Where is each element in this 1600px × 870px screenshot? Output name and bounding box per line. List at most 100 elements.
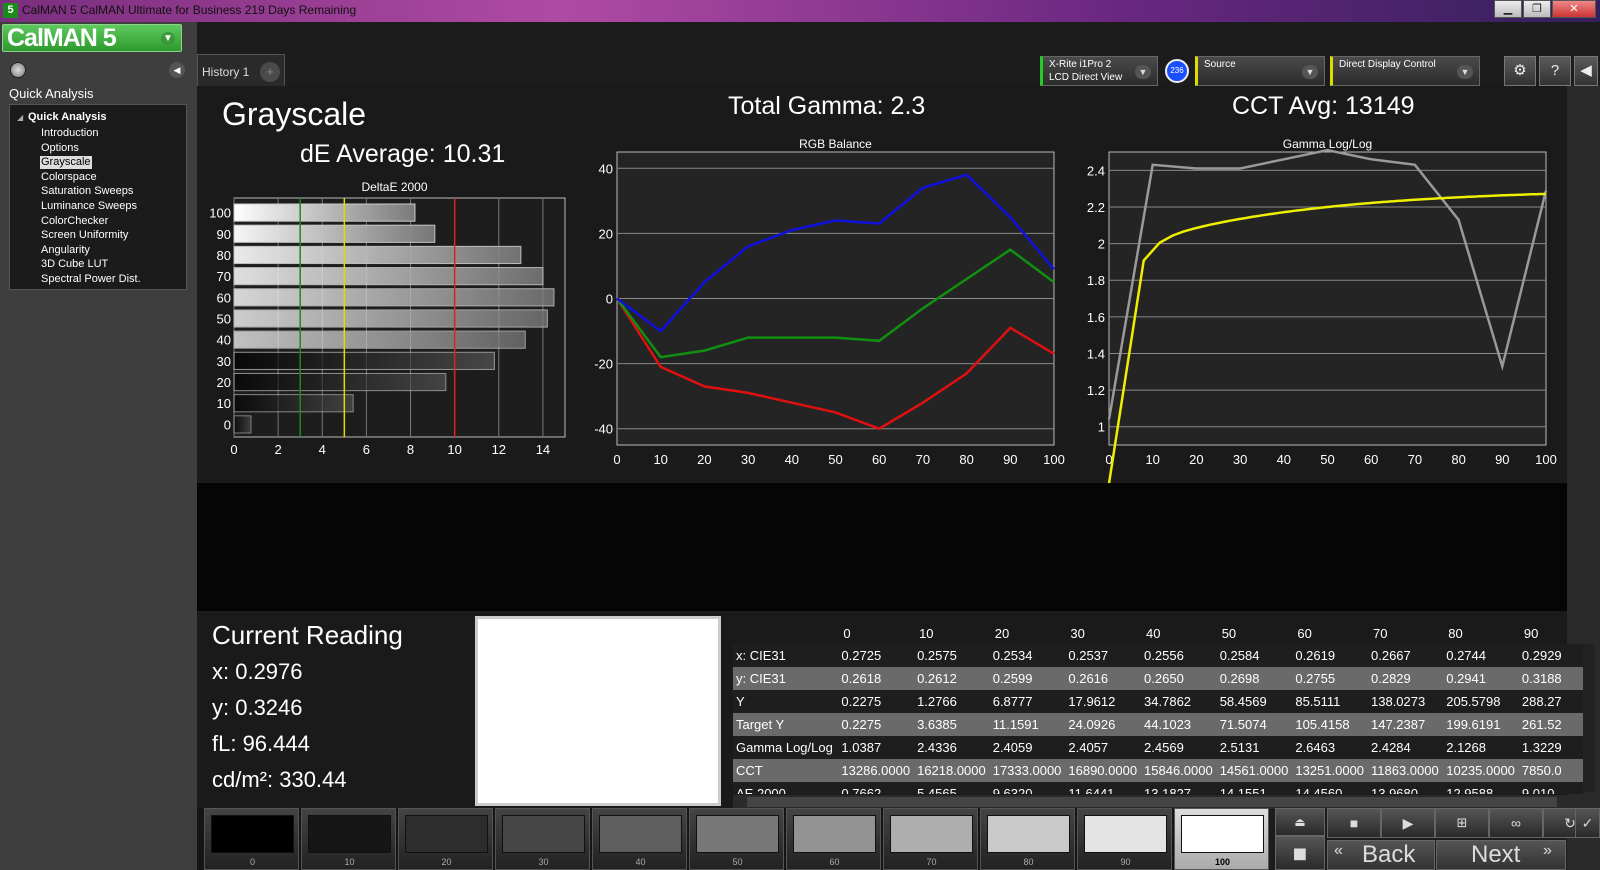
grid-cell[interactable]: 2.4336 (915, 736, 991, 759)
grid-column-header[interactable]: 10 (919, 625, 934, 641)
grid-cell[interactable]: 10235.0000 (1444, 759, 1520, 782)
grid-cell[interactable]: 15846.0000 (1142, 759, 1218, 782)
grid-cell[interactable]: 12.9588 (1444, 782, 1520, 794)
grid-cell[interactable]: 2.1268 (1444, 736, 1520, 759)
grid-cell[interactable]: 9.6320 (990, 782, 1067, 794)
grid-cell[interactable]: 2.4569 (1142, 736, 1218, 759)
grid-cell[interactable]: 0.2616 (1066, 667, 1143, 690)
grid-cell[interactable]: 14.4560 (1293, 782, 1369, 794)
sidebar-item-screen-uniformity[interactable]: Screen Uniformity (41, 229, 129, 242)
step-button-70[interactable]: 70 (883, 808, 978, 870)
grid-cell[interactable]: 1.2766 (915, 690, 991, 713)
grid-cell[interactable]: 17333.0000 (990, 759, 1067, 782)
grid-column-header[interactable]: 80 (1448, 625, 1463, 641)
step-button-20[interactable]: 20 (398, 808, 493, 870)
grid-column-header[interactable]: 0 (843, 625, 851, 641)
play-icon[interactable]: ▶ (1381, 808, 1435, 838)
next-button[interactable]: Next » (1436, 840, 1566, 870)
grid-column-header[interactable]: 60 (1297, 625, 1312, 641)
step-button-0[interactable]: 0 (204, 808, 299, 870)
step-button-50[interactable]: 50 (689, 808, 784, 870)
step-button-10[interactable]: 10 (301, 808, 396, 870)
grid-column-header[interactable]: 40 (1146, 625, 1161, 641)
grid-cell[interactable]: 0.2584 (1217, 644, 1294, 667)
grid-cell[interactable]: 17.9612 (1066, 690, 1143, 713)
calman-logo-menu[interactable]: CalMAN 5 ▼ (2, 24, 182, 52)
grid-cell[interactable]: 6.8777 (990, 690, 1067, 713)
sidebar-item-introduction[interactable]: Introduction (41, 127, 99, 139)
sidebar-item-options[interactable]: Options (41, 141, 79, 154)
grid-cell[interactable]: 0.2619 (1293, 644, 1369, 667)
grid-cell[interactable]: 0.2575 (915, 644, 991, 667)
grid-cell[interactable]: 147.2387 (1369, 713, 1445, 736)
check-icon[interactable]: ✓ (1575, 808, 1600, 838)
grid-cell[interactable]: 1.0387 (839, 736, 916, 759)
add-tab-icon[interactable]: + (260, 62, 280, 82)
grid-cell[interactable]: 0.2698 (1217, 667, 1294, 690)
grid-cell[interactable]: 5.4565 (915, 782, 991, 794)
grid-cell[interactable]: 14.1551 (1217, 782, 1294, 794)
grid-cell[interactable]: 2.5131 (1217, 736, 1294, 759)
grid-cell[interactable]: 0.2537 (1066, 644, 1143, 667)
grid-column-header[interactable]: 30 (1070, 625, 1085, 641)
help-icon[interactable]: ? (1539, 56, 1571, 86)
grid-cell[interactable]: 0.2275 (839, 713, 916, 736)
grid-cell[interactable]: 0.2829 (1369, 667, 1445, 690)
grid-cell[interactable]: 24.0926 (1066, 713, 1143, 736)
grid-cell[interactable]: 11.1591 (990, 713, 1067, 736)
grid-cell[interactable]: 9.010 (1519, 782, 1583, 794)
grid-column-header[interactable]: 20 (994, 625, 1010, 641)
step-button-60[interactable]: 60 (786, 808, 881, 870)
scroll-thumb[interactable] (747, 797, 1557, 807)
sidebar-item-spectral-power-dist[interactable]: Spectral Power Dist. (41, 273, 141, 285)
workflow-knob-icon[interactable] (10, 62, 26, 78)
grid-cell[interactable]: 0.2755 (1293, 667, 1369, 690)
collapse-panel-icon[interactable]: ◀ (169, 62, 185, 78)
sidebar-item-saturation-sweeps[interactable]: Saturation Sweeps (41, 185, 134, 198)
stop-icon[interactable]: ■ (1327, 808, 1381, 838)
restore-icon[interactable]: ❐ (1523, 0, 1551, 18)
grid-cell[interactable]: 11863.0000 (1369, 759, 1445, 782)
expand-triangle-icon[interactable]: ◢ (17, 113, 24, 122)
tab-history-1[interactable]: History 1 + (197, 54, 285, 86)
grid-cell[interactable]: 11.6441 (1066, 782, 1143, 794)
grid-cell[interactable]: 85.5111 (1293, 690, 1369, 713)
minimize-icon[interactable]: ▁ (1494, 0, 1522, 18)
grid-cell[interactable]: 2.6463 (1293, 736, 1369, 759)
grid-cell[interactable]: 0.2650 (1142, 667, 1218, 690)
grid-cell[interactable]: 14561.0000 (1217, 759, 1294, 782)
grid-cell[interactable]: 0.2618 (839, 667, 916, 690)
grid-cell[interactable]: 0.2612 (915, 667, 991, 690)
grid-cell[interactable]: 105.4158 (1293, 713, 1369, 736)
grid-cell[interactable]: 34.7862 (1142, 690, 1218, 713)
grid-cell[interactable]: 0.2275 (839, 690, 916, 713)
grid-cell[interactable]: 0.2534 (990, 644, 1067, 667)
eject-icon[interactable]: ⏏ (1275, 808, 1325, 836)
sidebar-item-angularity[interactable]: Angularity (41, 243, 90, 256)
gear-icon[interactable]: ⚙ (1504, 56, 1536, 86)
grid-cell[interactable]: 13286.0000 (839, 759, 916, 782)
grid-cell[interactable]: 261.52 (1519, 713, 1583, 736)
grid-cell[interactable]: 0.2941 (1444, 667, 1520, 690)
grid-cell[interactable]: 0.2556 (1142, 644, 1218, 667)
grid-cell[interactable]: 13251.0000 (1293, 759, 1369, 782)
step-button-30[interactable]: 30 (495, 808, 590, 870)
grid-cell[interactable]: 13.1827 (1142, 782, 1218, 794)
grid-cell[interactable]: 7850.0 (1519, 759, 1583, 782)
grid-vertical-scrollbar[interactable] (1583, 644, 1595, 792)
meter-selector[interactable]: X-Rite i1Pro 2 LCD Direct View ▼ (1040, 56, 1158, 86)
display-selector[interactable]: Direct Display Control ▼ (1330, 56, 1480, 86)
grid-cell[interactable]: 3.6385 (915, 713, 991, 736)
sidebar-item-colorspace[interactable]: Colorspace (41, 170, 97, 183)
continuous-icon[interactable]: ∞ (1489, 808, 1543, 838)
sidebar-item-grayscale[interactable]: Grayscale (40, 156, 92, 170)
grid-cell[interactable]: 0.2929 (1519, 644, 1583, 667)
stop-square-icon[interactable]: ◼ (1275, 836, 1325, 870)
grid-cell[interactable]: 2.4284 (1369, 736, 1445, 759)
sidebar-item-3d-cube-lut[interactable]: 3D Cube LUT (41, 258, 109, 271)
back-button[interactable]: « Back (1327, 840, 1435, 870)
grid-cell[interactable]: 58.4569 (1217, 690, 1294, 713)
chevron-left-icon[interactable]: ◀ (1574, 56, 1598, 86)
meter-badge[interactable]: 236 (1165, 59, 1189, 83)
grid-cell[interactable]: 0.2599 (990, 667, 1067, 690)
